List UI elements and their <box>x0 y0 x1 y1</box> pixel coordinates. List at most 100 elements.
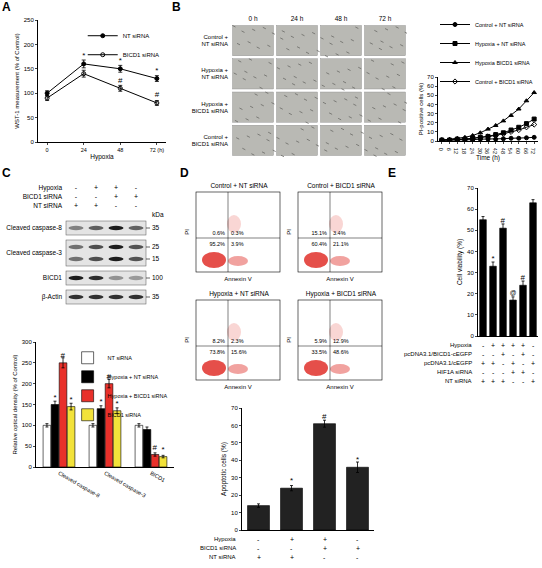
svg-text:Hypoxia BICD1 siRNA: Hypoxia BICD1 siRNA <box>475 60 530 66</box>
svg-text:Hypoxia +: Hypoxia + <box>201 101 228 107</box>
svg-text:0: 0 <box>470 333 474 339</box>
svg-text:PI: PI <box>286 229 292 235</box>
svg-text:*: * <box>99 397 102 406</box>
svg-text:BICD1: BICD1 <box>43 274 63 281</box>
svg-text:Control + BICD1 siRNA: Control + BICD1 siRNA <box>475 79 533 85</box>
svg-text:Annexin V: Annexin V <box>224 276 251 282</box>
svg-text:+: + <box>531 360 535 367</box>
svg-text:-: - <box>75 184 78 191</box>
svg-text:250: 250 <box>24 17 35 23</box>
svg-text:*: * <box>82 51 85 60</box>
svg-text:-: - <box>482 369 485 376</box>
svg-text:NT siRNA: NT siRNA <box>209 554 236 560</box>
svg-text:100: 100 <box>24 90 35 96</box>
svg-text:-: - <box>323 554 326 561</box>
svg-text:100: 100 <box>152 274 163 281</box>
svg-text:40: 40 <box>231 457 238 463</box>
svg-text:36: 36 <box>484 148 490 154</box>
svg-text:-: - <box>522 360 525 367</box>
svg-text:PI: PI <box>184 229 190 235</box>
svg-text:Apoptotic cells (%): Apoptotic cells (%) <box>220 442 228 496</box>
svg-text:+: + <box>521 369 525 376</box>
svg-text:BICD1: BICD1 <box>149 470 166 483</box>
svg-text:24: 24 <box>81 147 87 153</box>
svg-text:-: - <box>135 184 138 191</box>
svg-text:+: + <box>290 536 294 543</box>
svg-text:+: + <box>257 554 261 561</box>
svg-text:#: # <box>61 351 66 360</box>
svg-text:24: 24 <box>469 148 475 154</box>
svg-text:3.4%: 3.4% <box>333 230 346 236</box>
svg-text:0.6%: 0.6% <box>212 230 225 236</box>
svg-text:*: * <box>119 56 122 65</box>
svg-text:+: + <box>94 184 98 191</box>
svg-text:20: 20 <box>467 291 474 297</box>
svg-text:15: 15 <box>152 255 160 262</box>
svg-text:-: - <box>532 342 535 349</box>
svg-text:BICD1 siRNA: BICD1 siRNA <box>192 141 228 147</box>
svg-text:+: + <box>491 342 495 349</box>
svg-text:Control +: Control + <box>203 34 228 40</box>
svg-text:300: 300 <box>22 339 33 345</box>
svg-text:5.9%: 5.9% <box>314 338 327 344</box>
svg-text:+: + <box>74 202 78 209</box>
svg-text:#: # <box>322 412 327 421</box>
svg-text:12: 12 <box>453 148 459 154</box>
svg-text:3.9%: 3.9% <box>231 241 244 247</box>
svg-text:60.4%: 60.4% <box>311 241 327 247</box>
svg-text:Hypoxia + BICD1 siRNA: Hypoxia + BICD1 siRNA <box>108 393 168 399</box>
svg-text:33.5%: 33.5% <box>311 349 327 355</box>
svg-text:60: 60 <box>467 206 474 212</box>
svg-text:48: 48 <box>500 148 506 154</box>
svg-text:+: + <box>491 360 495 367</box>
svg-text:+: + <box>511 369 515 376</box>
svg-text:Cleaved caspase-3: Cleaved caspase-3 <box>6 249 62 257</box>
svg-text:73.8%: 73.8% <box>209 349 225 355</box>
svg-text:-: - <box>135 202 138 209</box>
svg-text:-: - <box>522 378 525 385</box>
svg-text:60: 60 <box>231 423 238 429</box>
svg-text:PI-positive cells (%): PI-positive cells (%) <box>418 83 424 136</box>
svg-text:-: - <box>492 369 495 376</box>
svg-text:10: 10 <box>231 510 238 516</box>
svg-text:BICD1 siRNA: BICD1 siRNA <box>200 545 236 551</box>
svg-text:BICD1 siRNA: BICD1 siRNA <box>192 108 228 114</box>
svg-text:+: + <box>501 378 505 385</box>
svg-text:150: 150 <box>22 402 33 408</box>
svg-text:Annexin V: Annexin V <box>326 276 353 282</box>
svg-text:-: - <box>75 193 78 200</box>
svg-text:Hypoxia: Hypoxia <box>39 184 63 192</box>
svg-text:#: # <box>501 216 506 225</box>
svg-text:0.3%: 0.3% <box>231 230 244 236</box>
svg-text:70: 70 <box>467 185 474 191</box>
svg-text:50: 50 <box>25 443 32 449</box>
svg-text:30: 30 <box>467 270 474 276</box>
svg-text:35: 35 <box>152 293 160 300</box>
svg-text:NT siRNA: NT siRNA <box>33 202 62 209</box>
svg-text:+: + <box>511 360 515 367</box>
svg-text:48.6%: 48.6% <box>333 349 349 355</box>
svg-text:15.1%: 15.1% <box>311 230 327 236</box>
svg-text:-: - <box>532 369 535 376</box>
svg-text:50: 50 <box>231 440 238 446</box>
svg-text:50: 50 <box>27 115 34 121</box>
svg-text:0: 0 <box>28 464 32 470</box>
svg-text:-: - <box>532 351 535 358</box>
svg-text:#: # <box>521 273 526 282</box>
svg-text:+: + <box>491 378 495 385</box>
svg-text:200: 200 <box>22 381 33 387</box>
svg-text:*: * <box>70 395 73 404</box>
svg-text:0: 0 <box>430 138 434 144</box>
svg-text:*: * <box>155 66 158 75</box>
svg-text:72 (h): 72 (h) <box>150 147 165 153</box>
svg-text:250: 250 <box>22 360 33 366</box>
svg-text:48 h: 48 h <box>335 15 348 22</box>
svg-text:2.3%: 2.3% <box>231 338 244 344</box>
svg-text:18: 18 <box>461 148 467 154</box>
svg-text:-: - <box>356 554 359 561</box>
svg-text:0: 0 <box>234 527 238 533</box>
svg-text:21.1%: 21.1% <box>333 241 349 247</box>
svg-text:-: - <box>290 545 293 552</box>
svg-text:40: 40 <box>427 102 434 108</box>
svg-text:-: - <box>257 536 260 543</box>
